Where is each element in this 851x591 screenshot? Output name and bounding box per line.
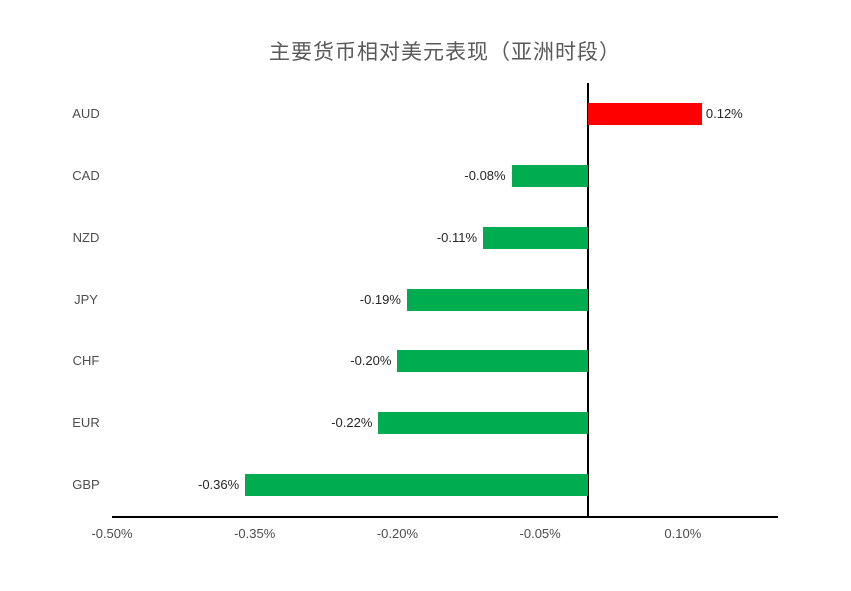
x-tick-label-0: -0.50%: [91, 526, 133, 541]
x-tick-label-4: 0.10%: [664, 526, 702, 541]
category-label-chf: CHF: [72, 353, 100, 369]
zero-baseline: [586, 83, 589, 518]
data-label-gbp: -0.36%: [198, 477, 240, 493]
bar-chf: [397, 350, 588, 373]
x-axis-line: [112, 516, 778, 518]
x-tick-label-2: -0.20%: [376, 526, 419, 541]
bar-aud: [587, 102, 702, 125]
bar-nzd: [483, 226, 588, 249]
x-tick-label-1: -0.35%: [234, 526, 276, 541]
bar-jpy: [406, 288, 588, 311]
category-label-eur: EUR: [72, 415, 100, 431]
category-label-jpy: JPY: [74, 291, 98, 307]
data-label-cad: -0.08%: [464, 167, 506, 183]
data-label-aud: 0.12%: [705, 105, 743, 121]
category-label-nzd: NZD: [72, 229, 100, 245]
chart-title: 主要货币相对美元表现（亚洲时段）: [269, 41, 621, 64]
category-label-cad: CAD: [72, 167, 100, 183]
data-label-jpy: -0.19%: [359, 291, 401, 307]
bar-eur: [378, 412, 588, 435]
bar-cad: [511, 164, 588, 187]
data-label-eur: -0.22%: [331, 415, 373, 431]
bar-gbp: [245, 474, 588, 497]
plot-area: AUD 0.12% CAD -0.08% NZD -0.11% JPY -0.19% CHF -0…: [72, 83, 778, 541]
category-label-gbp: GBP: [72, 477, 100, 493]
data-label-chf: -0.20%: [350, 353, 392, 369]
data-label-nzd: -0.11%: [436, 229, 478, 245]
x-tick-label-3: -0.05%: [519, 526, 561, 541]
category-label-aud: AUD: [72, 105, 100, 121]
